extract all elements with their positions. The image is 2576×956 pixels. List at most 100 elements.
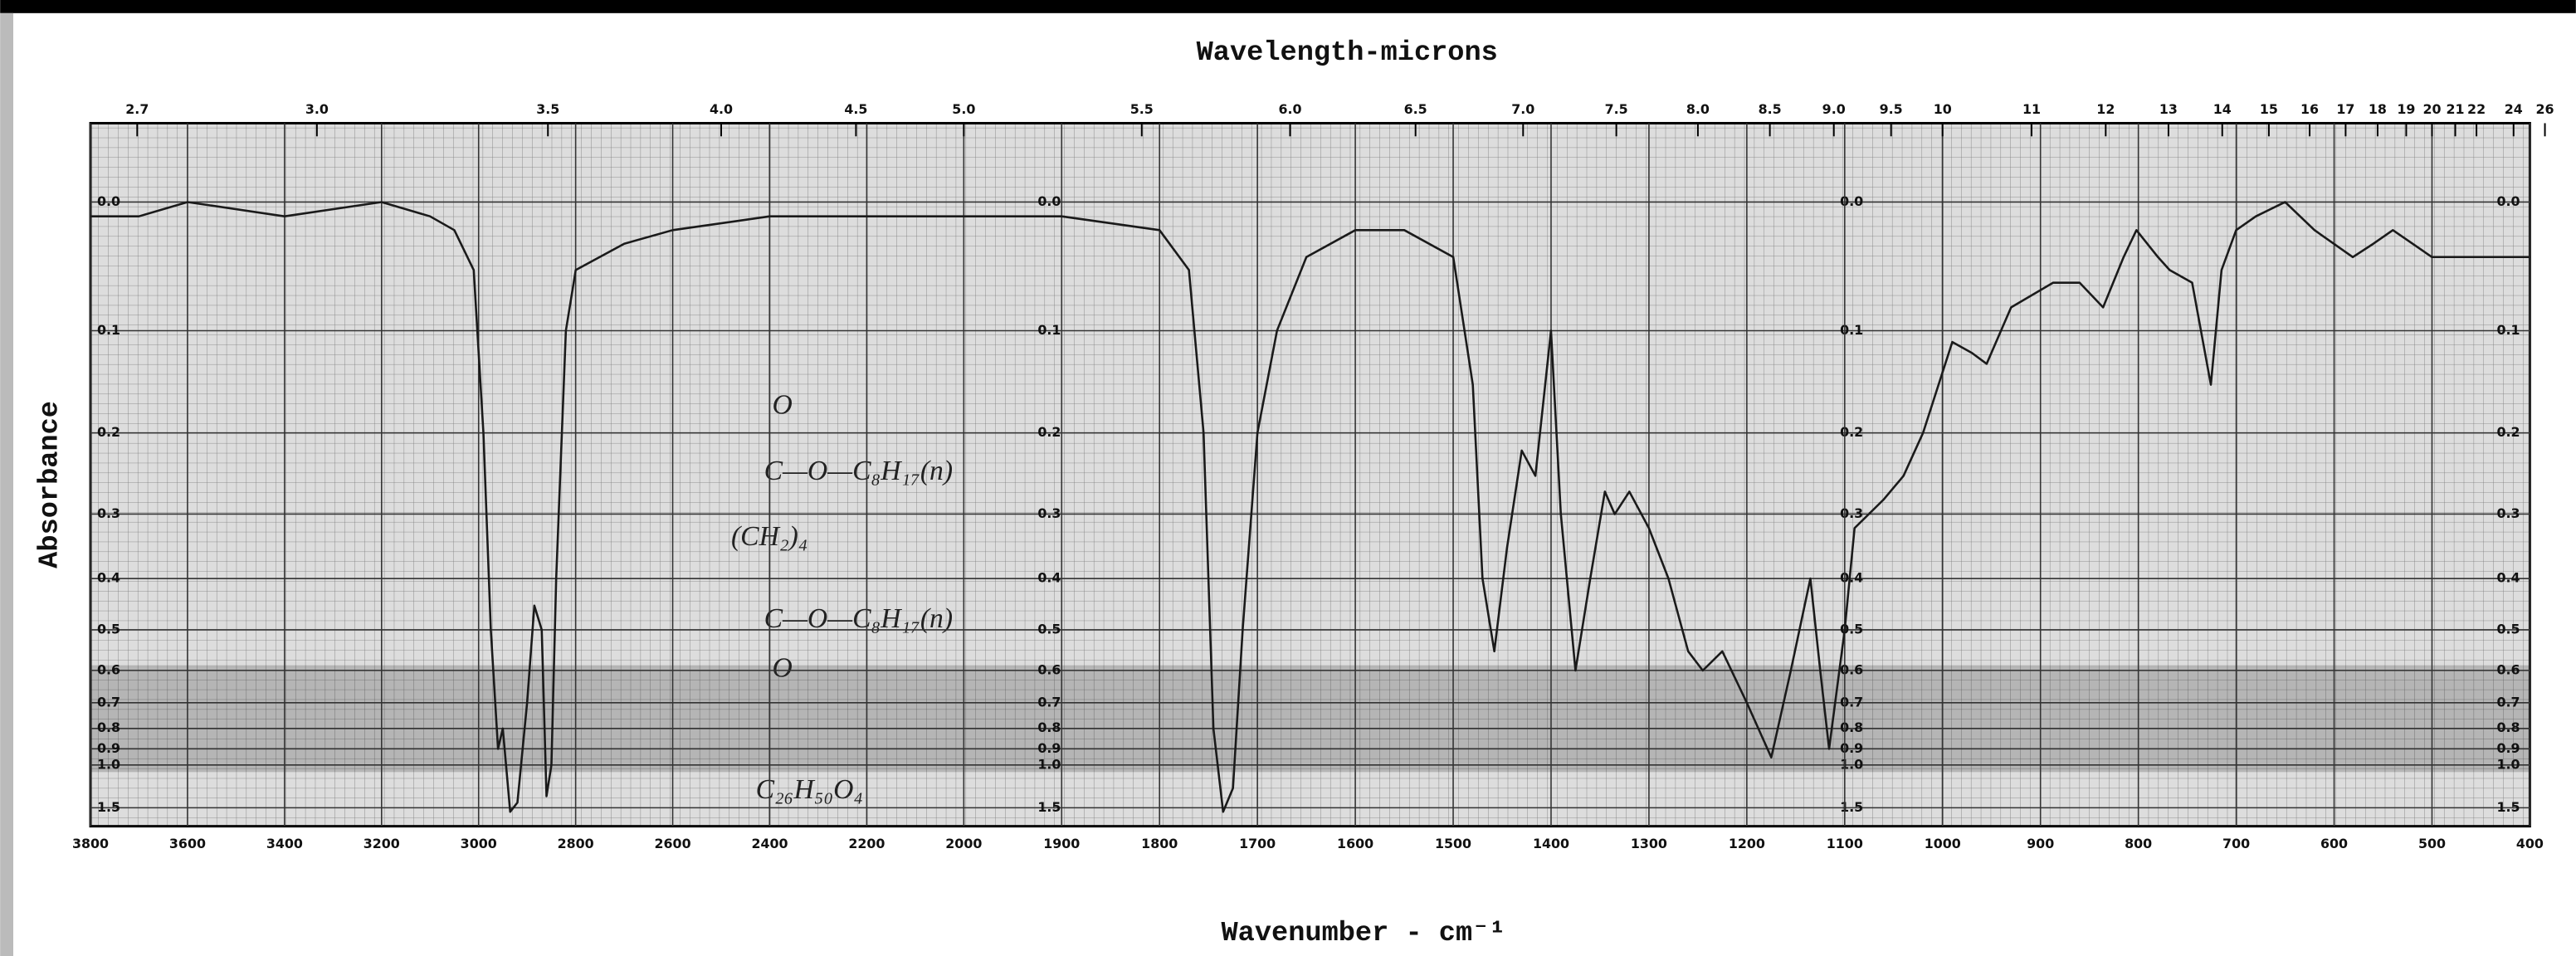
x2-tick-label: 3.0 (305, 101, 329, 117)
annotation: O (772, 652, 792, 683)
x-tick-label: 1900 (1043, 836, 1080, 851)
y-tick-label: 1.5 (97, 799, 120, 815)
y-tick-label: 0.5 (2496, 621, 2520, 637)
y-tick-label: 1.5 (1840, 799, 1863, 815)
x-tick-label: 2000 (945, 836, 982, 851)
y-tick-label: 0.7 (97, 694, 120, 710)
y-tick-label: 0.4 (2496, 570, 2520, 586)
y-tick-label: 0.1 (1840, 322, 1863, 338)
x-tick-label: 1000 (1925, 836, 1961, 851)
x2-tick-label: 22 (2467, 101, 2486, 117)
y-tick-label: 0.1 (2496, 322, 2520, 338)
x-tick-label: 1300 (1631, 836, 1667, 851)
y-tick-label: 0.8 (1037, 719, 1061, 735)
x-tick-label: 1400 (1533, 836, 1569, 851)
y-tick-label: 0.2 (2496, 424, 2520, 440)
x-tick-label: 1100 (1827, 836, 1863, 851)
x2-tick-label: 7.0 (1511, 101, 1534, 117)
x-tick-label: 700 (2222, 836, 2250, 851)
y-tick-label: 0.0 (2496, 193, 2520, 209)
y-tick-label: 0.2 (1840, 424, 1863, 440)
y-tick-label: 0.9 (1840, 740, 1863, 756)
x-tick-label: 1200 (1729, 836, 1765, 851)
x2-tick-label: 14 (2213, 101, 2232, 117)
y-tick-label: 0.6 (2496, 661, 2520, 677)
x-tick-label: 500 (2418, 836, 2446, 851)
scan-border (0, 0, 2576, 13)
y-tick-label: 0.6 (1840, 661, 1863, 677)
y-tick-label: 0.7 (2496, 694, 2520, 710)
y-tick-label: 0.6 (97, 661, 120, 677)
x-tick-label: 1800 (1141, 836, 1178, 851)
scan-edge (0, 12, 13, 956)
y-tick-label: 1.5 (2496, 799, 2520, 815)
x-tick-label: 2200 (848, 836, 885, 851)
x-tick-label: 800 (2125, 836, 2152, 851)
annotation: O (772, 390, 792, 421)
x2-tick-label: 6.0 (1278, 101, 1301, 117)
y-tick-label: 0.1 (1037, 322, 1061, 338)
x2-tick-label: 8.0 (1686, 101, 1710, 117)
x-tick-label: 1500 (1435, 836, 1471, 851)
y-tick-label: 0.9 (2496, 740, 2520, 756)
x2-tick-label: 19 (2397, 101, 2415, 117)
y-tick-label: 0.2 (1037, 424, 1061, 440)
y-tick-label: 0.8 (2496, 719, 2520, 735)
y-tick-label: 0.7 (1840, 694, 1863, 710)
y-tick-label: 1.0 (1840, 756, 1863, 772)
y-tick-label: 0.6 (1037, 661, 1061, 677)
y-tick-label: 1.0 (1037, 756, 1061, 772)
x2-tick-label: 9.0 (1822, 101, 1846, 117)
annotation: C—O—C₈H₁₇(n) (764, 456, 954, 486)
x2-tick-label: 6.5 (1404, 101, 1427, 117)
x-tick-label: 1600 (1337, 836, 1373, 851)
x2-tick-label: 15 (2260, 101, 2278, 117)
x2-tick-label: 10 (1934, 101, 1952, 117)
y-tick-label: 0.0 (97, 193, 120, 209)
spectrum-line (90, 201, 2530, 813)
x2-tick-label: 12 (2096, 101, 2115, 117)
x2-tick-label: 7.5 (1605, 101, 1628, 117)
minor-grid (90, 123, 2530, 827)
y-tick-label: 0.9 (1037, 740, 1061, 756)
y-tick-label: 0.5 (97, 621, 120, 637)
x2-tick-label: 17 (2336, 101, 2354, 117)
annotation: C—O—C₈H₁₇(n) (764, 603, 954, 634)
y-tick-label: 0.1 (97, 322, 120, 338)
x-tick-label: 2800 (558, 836, 594, 851)
plot-background (89, 121, 2531, 828)
x2-tick-label: 9.5 (1880, 101, 1903, 117)
x2-tick-label: 4.0 (710, 101, 733, 117)
y-tick-label: 1.0 (97, 756, 120, 772)
y-tick-label: 0.0 (1037, 193, 1061, 209)
x2-tick-label: 18 (2369, 101, 2387, 117)
x-tick-label: 2400 (751, 836, 788, 851)
y-tick-label: 0.0 (1840, 193, 1863, 209)
y-tick-label: 0.3 (97, 505, 120, 521)
scan-shade (90, 665, 2530, 773)
y-tick-label: 0.7 (1037, 694, 1061, 710)
y-tick-label: 0.4 (97, 570, 120, 586)
x2-tick-label: 11 (2022, 101, 2041, 117)
x-tick-label: 3200 (363, 836, 400, 851)
x-tick-label: 900 (2027, 836, 2054, 851)
x2-tick-label: 16 (2300, 101, 2319, 117)
y-axis-title: Absorbance (34, 401, 66, 568)
x2-tick-label: 21 (2447, 101, 2465, 117)
x-tick-label: 1700 (1239, 836, 1276, 851)
y-tick-label: 0.4 (1037, 570, 1061, 586)
y-tick-label: 1.0 (2496, 756, 2520, 772)
y-tick-label: 0.3 (1840, 505, 1863, 521)
x2-tick-label: 8.5 (1759, 101, 1782, 117)
y-tick-label: 0.8 (97, 719, 120, 735)
x-tick-label: 400 (2516, 836, 2544, 851)
x2-tick-label: 24 (2505, 101, 2523, 117)
x2-tick-label: 5.0 (952, 101, 975, 117)
y-tick-label: 0.3 (2496, 505, 2520, 521)
x2-tick-label: 13 (2159, 101, 2178, 117)
x-tick-label: 3600 (169, 836, 206, 851)
y-tick-label: 1.5 (1037, 799, 1061, 815)
y-tick-label: 0.5 (1037, 621, 1061, 637)
x-tick-label: 3000 (461, 836, 497, 851)
